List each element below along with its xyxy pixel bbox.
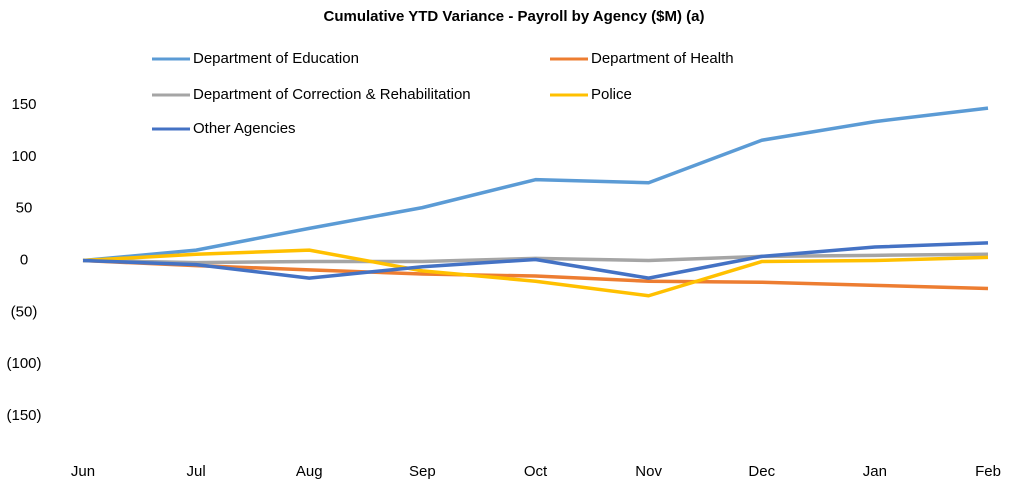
- x-tick-label: Sep: [409, 463, 436, 480]
- x-tick-label: Oct: [524, 463, 548, 480]
- x-tick-label: Jan: [863, 463, 887, 480]
- series-line: [82, 248, 989, 298]
- x-tick-label: Jun: [71, 463, 95, 480]
- y-tick-label: (150): [6, 407, 41, 424]
- series-line: [82, 241, 989, 280]
- series-line: [82, 258, 989, 291]
- legend-label: Police: [591, 86, 632, 103]
- x-tick-label: Nov: [635, 463, 662, 480]
- legend-label: Department of Correction & Rehabilitatio…: [193, 86, 471, 103]
- y-tick-label: 0: [20, 251, 28, 268]
- chart-title: Cumulative YTD Variance - Payroll by Age…: [324, 8, 705, 25]
- x-tick-label: Dec: [748, 463, 775, 480]
- y-tick-label: 100: [11, 148, 36, 165]
- legend-label: Department of Health: [591, 50, 734, 67]
- y-tick-label: (100): [6, 355, 41, 372]
- legend-label: Department of Education: [193, 50, 359, 67]
- legend-label: Other Agencies: [193, 120, 296, 137]
- x-tick-label: Feb: [975, 463, 1001, 480]
- x-tick-label: Jul: [187, 463, 206, 480]
- y-tick-label: 150: [11, 96, 36, 113]
- x-tick-label: Aug: [296, 463, 323, 480]
- y-tick-label: 50: [16, 200, 33, 217]
- y-tick-label: (50): [11, 303, 38, 320]
- series-line: [82, 106, 989, 263]
